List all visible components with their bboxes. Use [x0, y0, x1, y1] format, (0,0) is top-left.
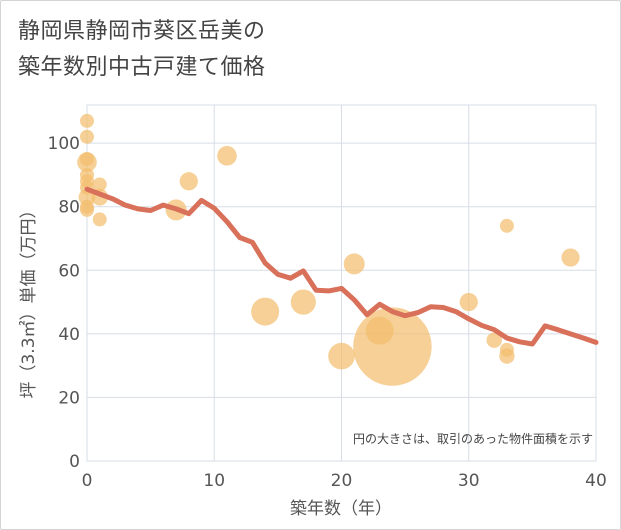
scatter-point	[179, 172, 198, 191]
x-tick-label: 20	[331, 471, 353, 491]
scatter-point	[343, 253, 365, 275]
scatter-point	[290, 289, 316, 315]
average-price-line	[84, 186, 599, 347]
scatter-point	[459, 292, 478, 312]
x-tick-label: 0	[82, 471, 93, 491]
x-tick-label: 30	[458, 471, 480, 491]
axes: 0 10 20 30 40 0 20 40 60 80 100	[48, 134, 607, 491]
y-axis-label: 坪（3.3㎡）単価（万円）	[19, 201, 39, 398]
scatter-point	[80, 113, 94, 128]
scatter-point	[499, 218, 514, 233]
scatter-point	[499, 348, 515, 364]
y-tick-label: 40	[58, 325, 80, 345]
plot-border	[86, 104, 597, 462]
x-tick-label: 40	[585, 471, 607, 491]
y-tick-label: 80	[58, 198, 80, 218]
chart-title-line2: 築年数別中古戸建て価格	[18, 55, 266, 80]
scatter-point	[92, 177, 107, 192]
y-tick-label: 100	[48, 134, 80, 154]
scatter-point	[80, 202, 94, 217]
scatter-point	[328, 342, 355, 370]
scatter-point	[486, 332, 502, 348]
chart-title: 静岡県静岡市葵区岳美の 築年数別中古戸建て価格	[18, 14, 266, 86]
scatter-point	[92, 212, 107, 227]
y-tick-label: 20	[58, 388, 80, 408]
scatter-point	[561, 248, 580, 267]
size-note: 円の大きさは、取引のあった物件面積を示す	[353, 431, 593, 446]
scatter-point	[353, 307, 432, 386]
y-tick-label: 0	[69, 452, 80, 472]
y-tick-label: 60	[58, 261, 80, 281]
x-tick-label: 10	[203, 471, 225, 491]
scatter-point	[251, 297, 280, 326]
line-series	[84, 186, 599, 347]
chart-title-line1: 静岡県静岡市葵区岳美の	[18, 19, 266, 44]
x-axis-label: 築年数（年）	[290, 499, 392, 519]
scatter-point	[217, 146, 237, 166]
scatter-point	[77, 152, 97, 173]
scatter-point	[80, 129, 94, 144]
